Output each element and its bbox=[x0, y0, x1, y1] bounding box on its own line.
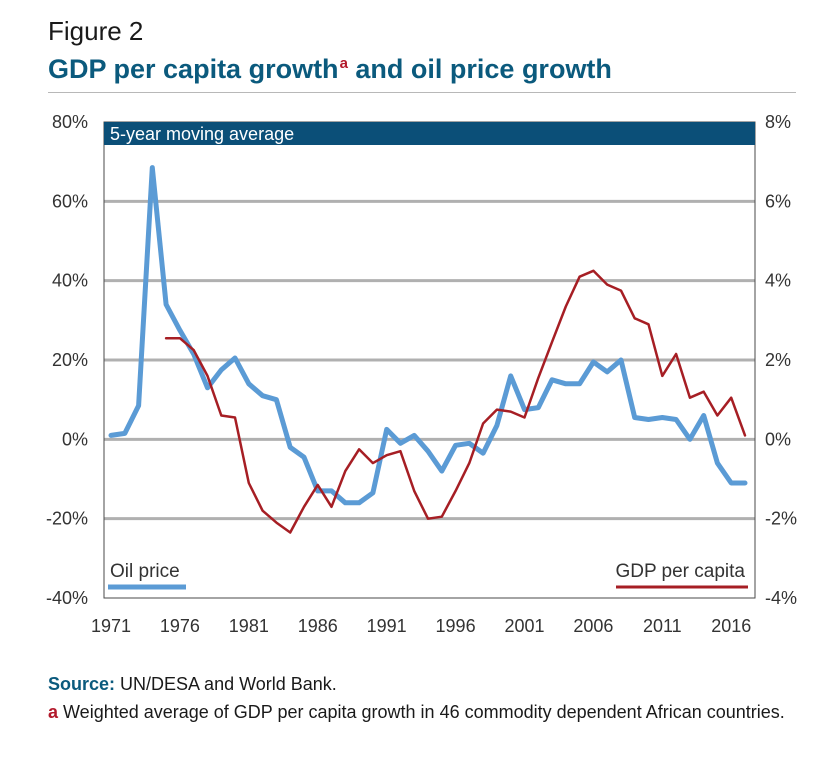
x-tick-label: 1986 bbox=[298, 616, 338, 636]
footnote-marker: a bbox=[48, 702, 59, 722]
x-tick-label: 2011 bbox=[643, 616, 682, 636]
panel-header-bar bbox=[104, 122, 755, 145]
chart-title-continuation: and oil price growth bbox=[347, 54, 612, 84]
y-right-tick-label: 0% bbox=[765, 429, 791, 449]
legend-label-oil-price: Oil price bbox=[110, 561, 180, 582]
y-left-tick-label: -40% bbox=[46, 588, 88, 608]
source-line: Source: UN/DESA and World Bank. bbox=[48, 674, 337, 695]
y-left-tick-label: 60% bbox=[52, 191, 88, 211]
x-tick-label: 2001 bbox=[504, 616, 544, 636]
line-chart: -40% -20% 0% 20% 40% 60% 80% -4% -2% 0% 2% 4% 6% 8% 5-… bbox=[46, 112, 797, 636]
y-right-tick-label: 6% bbox=[765, 191, 791, 211]
title-footnote-marker: a bbox=[339, 55, 348, 72]
title-divider bbox=[48, 92, 796, 93]
x-tick-label: 1971 bbox=[91, 616, 131, 636]
y-left-tick-label: 80% bbox=[52, 112, 88, 132]
series-line-oil-price bbox=[108, 165, 748, 506]
y-right-tick-label: 4% bbox=[765, 271, 791, 291]
panel-title: 5-year moving average bbox=[110, 124, 294, 144]
x-tick-label: 1996 bbox=[436, 616, 476, 636]
x-tick-label: 1991 bbox=[367, 616, 407, 636]
chart-title: GDP per capita growtha and oil price gro… bbox=[48, 54, 612, 85]
x-tick-label: 2006 bbox=[573, 616, 613, 636]
x-tick-label: 2016 bbox=[711, 616, 751, 636]
figure-label: Figure 2 bbox=[48, 16, 144, 46]
y-right-tick-label: -2% bbox=[765, 509, 797, 529]
x-tick-label: 1976 bbox=[160, 616, 200, 636]
chart-title-text: GDP per capita growth bbox=[48, 54, 339, 84]
source-text: UN/DESA and World Bank. bbox=[115, 674, 337, 694]
footnote: a Weighted average of GDP per capita gro… bbox=[48, 700, 796, 724]
legend-label-gdp-per-capita: GDP per capita bbox=[615, 561, 745, 582]
y-right-tick-label: -4% bbox=[765, 588, 797, 608]
y-left-tick-label: 20% bbox=[52, 350, 88, 370]
y-left-tick-label: 40% bbox=[52, 271, 88, 291]
y-right-tick-label: 2% bbox=[765, 350, 791, 370]
x-tick-label: 1981 bbox=[229, 616, 269, 636]
y-right-tick-label: 8% bbox=[765, 112, 791, 132]
y-left-tick-label: 0% bbox=[62, 429, 88, 449]
source-label: Source: bbox=[48, 674, 116, 694]
footnote-text: Weighted average of GDP per capita growt… bbox=[58, 702, 785, 722]
series-line-gdp-per-capita bbox=[164, 269, 747, 534]
y-left-tick-label: -20% bbox=[46, 509, 88, 529]
